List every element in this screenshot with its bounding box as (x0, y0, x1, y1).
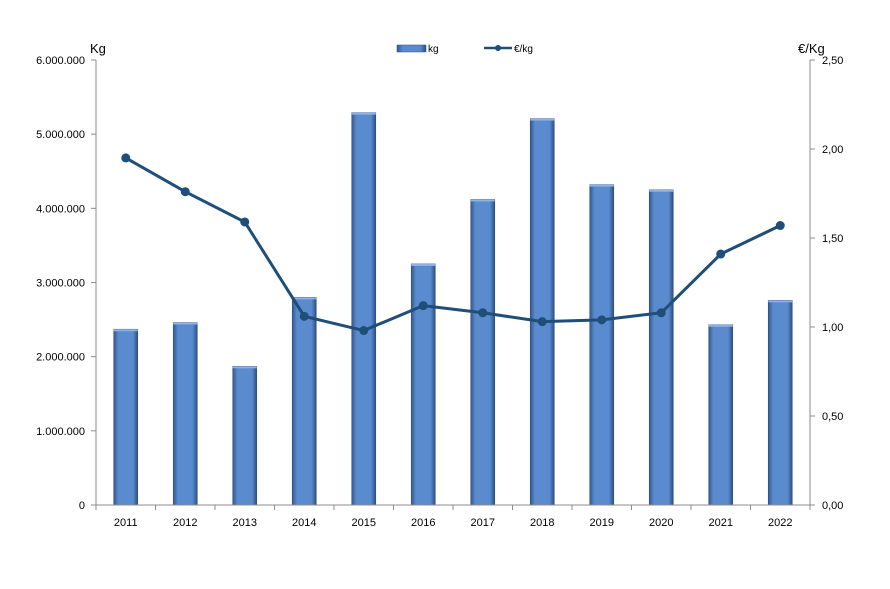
line-point-2016 (418, 301, 428, 311)
right-tick-label: 0,50 (822, 411, 843, 423)
x-tick-label: 2017 (471, 517, 495, 529)
right-y-axis: 0,00 0,50 1,00 1,50 2,00 2,50 €/Kg (798, 41, 843, 512)
line-point-2021 (716, 249, 726, 259)
line-point-2017 (478, 308, 488, 318)
line-series-eur-per-kg (121, 153, 785, 336)
bar-2011 (113, 328, 139, 506)
bar-2016 (410, 263, 436, 506)
x-axis: 2011 2012 2013 2014 2015 2016 2017 2018 2019 2020… (95, 504, 811, 529)
bar-cap-2022 (768, 300, 793, 303)
x-tick-label: 2022 (768, 517, 792, 529)
legend-marker-eur-per-kg (495, 45, 501, 51)
bar-cap-2020 (649, 189, 674, 192)
line-point-2013 (240, 217, 250, 227)
line-point-2014 (299, 311, 309, 321)
line-point-2018 (537, 317, 547, 327)
bar-2019 (589, 184, 615, 506)
line-point-2020 (656, 308, 666, 318)
bar-cap-2017 (470, 199, 495, 202)
right-tick-label: 0,00 (822, 500, 843, 512)
bar-2021 (708, 324, 734, 506)
line-point-2011 (121, 153, 131, 163)
bar-2022 (767, 299, 793, 506)
left-axis-title: Kg (90, 41, 106, 56)
line-point-2012 (180, 187, 190, 197)
bar-2018 (529, 118, 555, 506)
x-tick-label: 2014 (292, 517, 316, 529)
right-tick-label: 1,00 (822, 322, 843, 334)
bar-cap-2014 (292, 297, 317, 300)
right-axis-title: €/Kg (798, 41, 825, 56)
left-tick-label: 3.000.000 (36, 278, 85, 290)
bar-2012 (172, 322, 198, 506)
bar-cap-2019 (589, 184, 614, 187)
line-point-2019 (597, 315, 607, 325)
bar-cap-2012 (173, 322, 198, 325)
bar-cap-2016 (411, 263, 436, 266)
bar-cap-2013 (232, 366, 257, 369)
bar-cap-2018 (530, 118, 555, 121)
x-tick-label: 2015 (352, 517, 376, 529)
x-tick-label: 2013 (233, 517, 257, 529)
left-tick-label: 4.000.000 (36, 203, 85, 215)
bar-2013 (232, 366, 258, 506)
x-tick-label: 2019 (590, 517, 614, 529)
left-tick-label: 0 (79, 500, 85, 512)
legend-swatch-kg (396, 44, 427, 53)
left-tick-label: 1.000.000 (36, 426, 85, 438)
right-tick-label: 1,50 (822, 233, 843, 245)
x-tick-label: 2020 (649, 517, 673, 529)
line-path-eur-per-kg (125, 156, 781, 333)
left-tick-label: 6.000.000 (36, 55, 85, 67)
line-point-2015 (359, 326, 369, 336)
bar-2014 (291, 297, 317, 506)
x-tick-label: 2012 (173, 517, 197, 529)
left-tick-label: 2.000.000 (36, 352, 85, 364)
legend-label-eur-per-kg: €/kg (514, 44, 533, 55)
left-tick-label: 5.000.000 (36, 129, 85, 141)
legend: kg €/kg (396, 44, 533, 55)
bar-2017 (470, 199, 496, 506)
x-tick-label: 2021 (709, 517, 733, 529)
bar-cap-2021 (708, 324, 733, 327)
bar-cap-2015 (351, 112, 376, 115)
x-tick-label: 2011 (114, 517, 138, 529)
legend-label-kg: kg (428, 44, 439, 55)
x-tick-label: 2016 (411, 517, 435, 529)
bar-cap-2011 (113, 329, 138, 332)
bar-2015 (351, 112, 377, 506)
bar-2020 (648, 189, 674, 506)
left-y-axis: 0 1.000.000 2.000.000 3.000.000 4.000.000 5.0… (36, 41, 106, 512)
x-tick-label: 2018 (530, 517, 554, 529)
right-tick-label: 2,50 (822, 55, 843, 67)
line-point-2022 (775, 221, 785, 231)
right-tick-label: 2,00 (822, 144, 843, 156)
